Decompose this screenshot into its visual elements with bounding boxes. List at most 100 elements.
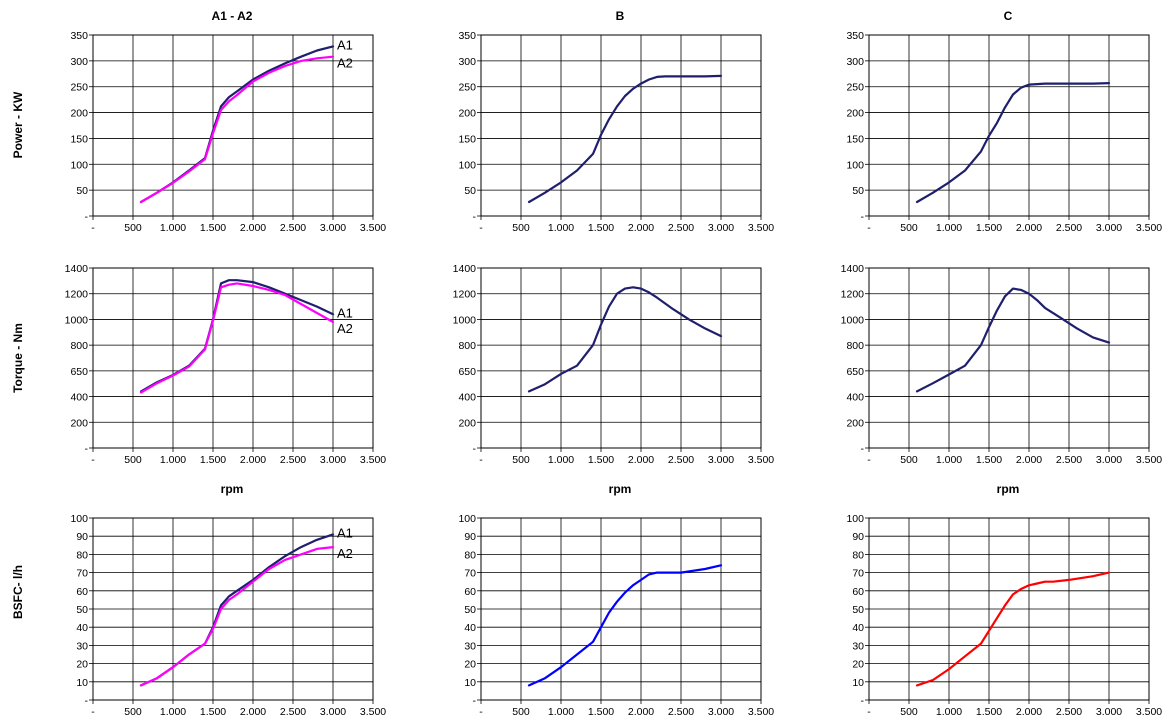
x-tick-label: 2.000	[1016, 222, 1042, 234]
y-tick-label: 10	[464, 677, 476, 689]
x-tick-label: 1.000	[548, 706, 574, 718]
y-tick-label: -	[473, 695, 477, 707]
x-tick-label: -	[867, 454, 871, 466]
plot-frame	[480, 34, 762, 217]
y-tick-label: 200	[458, 417, 476, 429]
x-tick-label: 1.000	[936, 222, 962, 234]
y-tick-label: -	[85, 695, 89, 707]
y-tick-label: 20	[852, 659, 864, 671]
x-tick-label: 500	[124, 222, 142, 234]
y-tick-label: 40	[852, 622, 864, 634]
x-tick-label: 2.000	[628, 454, 654, 466]
x-tick-label: 500	[512, 222, 530, 234]
x-tick-label: 1.500	[976, 706, 1002, 718]
plot-frame	[92, 267, 374, 449]
x-tick-label: -	[479, 454, 483, 466]
y-tick-label: -	[861, 211, 865, 223]
x-tick-label: 1.500	[200, 706, 226, 718]
x-tick-label: 2.000	[1016, 706, 1042, 718]
x-tick-label: 2.000	[628, 706, 654, 718]
x-tick-label: 1.000	[160, 706, 186, 718]
y-tick-label: 800	[458, 340, 476, 352]
x-tick-label: 2.500	[668, 222, 694, 234]
y-tick-label: 250	[846, 82, 864, 94]
y-tick-label: 10	[852, 677, 864, 689]
x-tick-label: 1.000	[936, 454, 962, 466]
y-tick-label: 350	[70, 30, 88, 42]
plot-frame	[868, 34, 1150, 217]
chart-panel-8: - 10 20 30 40 50 60 70 80 90 100 - 500 1.000 1.500 2.00…	[458, 513, 774, 718]
y-tick-label: -	[861, 443, 865, 455]
plot-frame	[92, 34, 374, 217]
chart-panel-5: - 200 400 650 800 1000 1200 1400 - 500 1.000 1.500 2…	[453, 263, 775, 466]
xlabel-rpm-col2: rpm	[609, 482, 632, 496]
y-tick-label: 650	[846, 366, 864, 378]
row-label-torque: Torque - Nm	[11, 323, 25, 393]
y-tick-label: 60	[464, 586, 476, 598]
y-tick-label: 150	[846, 133, 864, 145]
y-tick-label: 300	[846, 56, 864, 68]
series-line-main	[527, 564, 723, 687]
series-line-main	[527, 286, 723, 393]
y-tick-label: 70	[464, 568, 476, 580]
x-tick-label: 1.000	[936, 706, 962, 718]
x-tick-label: 3.500	[360, 222, 386, 234]
x-tick-label: 2.500	[1056, 706, 1082, 718]
x-tick-label: 1.000	[160, 454, 186, 466]
x-tick-label: 500	[512, 706, 530, 718]
x-tick-label: -	[867, 706, 871, 718]
y-tick-label: 150	[458, 133, 476, 145]
y-tick-label: 50	[852, 604, 864, 616]
y-tick-label: 200	[846, 108, 864, 120]
y-tick-label: 300	[70, 56, 88, 68]
x-tick-label: 500	[900, 454, 918, 466]
xlabel-rpm-col3: rpm	[997, 482, 1020, 496]
xlabel-rpm-col1: rpm	[221, 482, 244, 496]
x-tick-label: -	[91, 706, 95, 718]
x-tick-label: 500	[124, 454, 142, 466]
x-tick-label: -	[91, 454, 95, 466]
y-tick-label: 20	[76, 659, 88, 671]
y-tick-label: 80	[464, 549, 476, 561]
y-tick-label: 40	[76, 622, 88, 634]
y-tick-label: 350	[458, 30, 476, 42]
plot-frame	[480, 267, 762, 449]
y-tick-label: 50	[464, 185, 476, 197]
y-tick-label: 250	[70, 82, 88, 94]
y-tick-label: -	[85, 211, 89, 223]
series-label-a1: A1	[337, 37, 353, 52]
series-line-a2	[139, 282, 335, 394]
y-tick-label: 70	[852, 568, 864, 580]
y-tick-label: 1200	[453, 289, 477, 301]
y-tick-label: 100	[846, 513, 864, 525]
column-title-a1-a2: A1 - A2	[212, 9, 253, 23]
x-tick-label: 500	[124, 706, 142, 718]
chart-panel-3: - 50 100 150 200 250 300 350 - 500 1.000 1.500 2.000…	[846, 30, 1162, 234]
y-tick-label: 50	[76, 604, 88, 616]
x-tick-label: 3.000	[320, 454, 346, 466]
x-tick-label: 2.500	[668, 706, 694, 718]
y-tick-label: 100	[70, 513, 88, 525]
y-tick-label: 40	[464, 622, 476, 634]
y-tick-label: 1400	[453, 263, 477, 275]
y-tick-label: 1400	[65, 263, 89, 275]
y-tick-label: 1200	[65, 289, 89, 301]
x-tick-label: 3.000	[1096, 706, 1122, 718]
plot-frame	[92, 517, 374, 701]
x-tick-label: 2.500	[1056, 454, 1082, 466]
x-tick-label: 2.500	[280, 706, 306, 718]
x-tick-label: 1.500	[588, 454, 614, 466]
y-tick-label: 400	[846, 392, 864, 404]
chart-panel-6: - 200 400 650 800 1000 1200 1400 - 500 1.000 1.500 2…	[841, 263, 1163, 466]
y-tick-label: 200	[70, 108, 88, 120]
x-tick-label: 1.000	[548, 222, 574, 234]
x-tick-label: 3.000	[1096, 222, 1122, 234]
x-tick-label: 3.500	[360, 454, 386, 466]
x-tick-label: 3.500	[1136, 706, 1162, 718]
x-tick-label: 3.500	[748, 222, 774, 234]
y-tick-label: 1000	[453, 314, 477, 326]
series-line-main	[527, 74, 723, 204]
x-tick-label: 2.500	[280, 222, 306, 234]
y-tick-label: 1000	[65, 314, 89, 326]
chart-panel-7: - 10 20 30 40 50 60 70 80 90 100 - 500 1.000 1.500 2.00…	[70, 513, 386, 718]
